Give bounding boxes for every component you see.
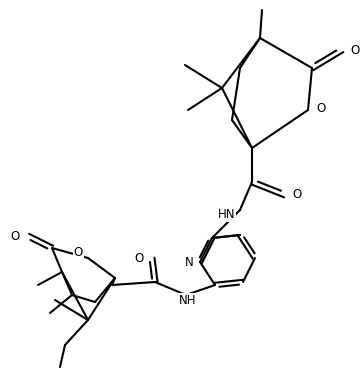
Text: NH: NH <box>179 294 197 307</box>
Text: O: O <box>135 252 144 264</box>
Text: O: O <box>74 247 83 260</box>
Text: O: O <box>292 188 301 201</box>
Text: HN: HN <box>218 207 235 220</box>
Text: O: O <box>350 43 359 57</box>
Text: O: O <box>11 230 20 242</box>
Text: O: O <box>316 101 325 114</box>
Text: N: N <box>185 255 194 269</box>
